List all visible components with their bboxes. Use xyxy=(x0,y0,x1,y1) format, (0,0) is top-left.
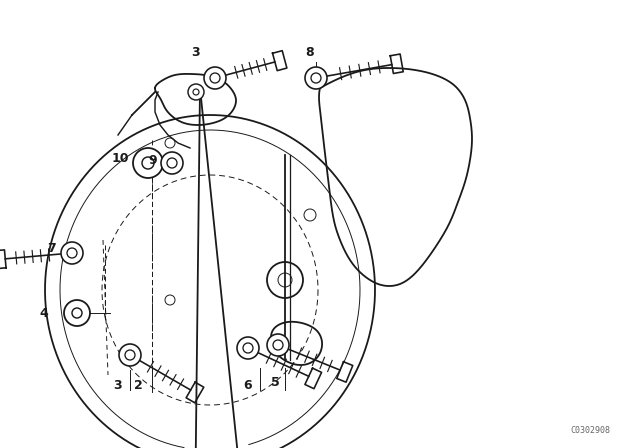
Circle shape xyxy=(64,300,90,326)
Circle shape xyxy=(61,242,83,264)
Text: 9: 9 xyxy=(148,154,157,167)
Text: 3: 3 xyxy=(114,379,122,392)
Text: 2: 2 xyxy=(134,379,142,392)
Circle shape xyxy=(204,67,226,89)
Circle shape xyxy=(267,334,289,356)
Circle shape xyxy=(237,337,259,359)
Text: 3: 3 xyxy=(191,46,199,59)
Text: 4: 4 xyxy=(40,306,49,319)
Text: C0302908: C0302908 xyxy=(570,426,610,435)
Text: 6: 6 xyxy=(244,379,252,392)
Circle shape xyxy=(119,344,141,366)
Text: 5: 5 xyxy=(271,375,280,388)
Text: 8: 8 xyxy=(306,46,314,59)
Circle shape xyxy=(161,152,183,174)
Text: 7: 7 xyxy=(47,241,56,254)
Circle shape xyxy=(133,148,163,178)
Circle shape xyxy=(188,84,204,100)
Text: 10: 10 xyxy=(111,151,129,164)
Circle shape xyxy=(305,67,327,89)
